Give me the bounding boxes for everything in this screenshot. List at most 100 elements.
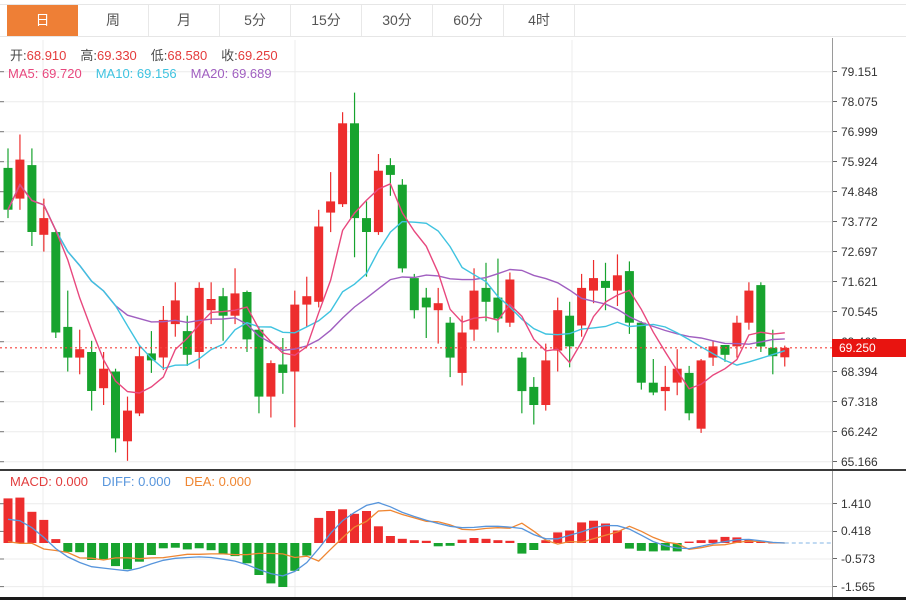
- axis-tick: [832, 281, 837, 283]
- macd-bar-positive: [553, 532, 563, 543]
- candle-down: [87, 352, 97, 391]
- macd-bar-positive: [350, 513, 359, 543]
- panel-separator: [0, 469, 906, 471]
- macd-bar-negative: [111, 543, 120, 567]
- candle-down: [601, 280, 610, 288]
- candle-up: [780, 347, 790, 358]
- price-axis-label: 72.697: [841, 244, 878, 259]
- macd-bar-positive: [373, 526, 383, 543]
- macd-bar-positive: [338, 509, 348, 543]
- tab-15min[interactable]: 15分: [291, 5, 362, 36]
- legend-item: 高:69.330: [80, 48, 137, 63]
- price-axis-label: 65.166: [841, 454, 878, 469]
- last-price-badge: 69.250: [832, 338, 906, 357]
- ma5-line: [7, 182, 785, 394]
- macd-bar-positive: [314, 517, 324, 543]
- macd-bar-negative: [99, 543, 109, 560]
- macd-bar-positive: [421, 540, 431, 543]
- axis-tick: [832, 161, 837, 163]
- price-axis-label: 67.318: [841, 394, 878, 409]
- axis-tick: [832, 191, 837, 193]
- macd-bar-positive: [457, 539, 467, 543]
- candlestick-chart[interactable]: [0, 38, 832, 470]
- tab-60min[interactable]: 60分: [433, 5, 504, 36]
- macd-axis-label: 0.418: [841, 524, 872, 539]
- macd-bar-negative: [123, 543, 132, 570]
- candle-down: [385, 165, 395, 175]
- macd-bar-positive: [326, 511, 336, 543]
- axis-tick: [832, 558, 837, 560]
- macd-bar-negative: [624, 543, 634, 549]
- macd-bar-positive: [612, 530, 622, 543]
- macd-bar-positive: [39, 519, 49, 543]
- axis-tick: [832, 371, 837, 373]
- candle-down: [350, 123, 359, 219]
- diff-line: [7, 501, 785, 577]
- candle-up: [326, 201, 336, 213]
- macd-bar-negative: [266, 543, 276, 584]
- tab-month[interactable]: 月: [149, 5, 220, 36]
- price-axis-label: 71.621: [841, 274, 878, 289]
- macd-axis-label: -1.565: [841, 579, 876, 594]
- candle-down: [3, 167, 13, 210]
- tab-4hour[interactable]: 4时: [504, 5, 575, 36]
- candle-down: [756, 285, 766, 347]
- candle-down: [409, 278, 419, 311]
- candle-up: [290, 304, 300, 372]
- tab-5min[interactable]: 5分: [220, 5, 291, 36]
- macd-bar-negative: [218, 543, 228, 554]
- candle-up: [708, 346, 718, 358]
- axis-tick: [832, 251, 837, 253]
- timeframe-tabbar: 日周月 5分 15分 30分 60分 4时: [0, 4, 906, 37]
- macd-bar-positive: [708, 539, 718, 543]
- macd-bar-positive: [720, 536, 730, 543]
- axis-tick: [832, 461, 837, 463]
- candle-up: [302, 296, 312, 305]
- candle-down: [684, 372, 694, 414]
- macd-bar-negative: [146, 543, 156, 555]
- candle-down: [421, 297, 431, 308]
- macd-bar-negative: [278, 543, 288, 587]
- macd-chart[interactable]: [0, 470, 832, 598]
- macd-bar-negative: [648, 543, 658, 552]
- macd-bar-positive: [409, 540, 419, 543]
- chart-bottom-border: [0, 597, 906, 600]
- candle-down: [63, 326, 73, 358]
- tab-day[interactable]: 日: [7, 5, 78, 36]
- macd-bar-positive: [493, 540, 503, 543]
- tab-30min[interactable]: 30分: [362, 5, 433, 36]
- candle-up: [123, 410, 132, 442]
- candle-down: [445, 322, 455, 358]
- candle-up: [230, 293, 240, 316]
- candle-down: [636, 322, 646, 383]
- price-axis-label: 66.242: [841, 424, 878, 439]
- candle-down: [278, 364, 288, 373]
- ma20-line: [7, 183, 785, 352]
- candle-up: [541, 360, 551, 405]
- macd-bar-positive: [684, 541, 694, 543]
- macd-bar-positive: [3, 498, 13, 543]
- candle-up: [99, 368, 109, 389]
- macd-bar-negative: [302, 543, 312, 556]
- candle-up: [206, 299, 216, 311]
- price-axis-label: 76.999: [841, 124, 878, 139]
- axis-tick: [832, 71, 837, 73]
- candle-up: [338, 123, 348, 205]
- candle-up: [589, 278, 598, 291]
- axis-tick: [832, 431, 837, 433]
- candle-down: [51, 232, 61, 333]
- axis-tick: [832, 311, 837, 313]
- legend-item: 收:69.250: [221, 48, 278, 63]
- macd-bar-positive: [541, 540, 551, 543]
- price-axis-label: 75.924: [841, 154, 878, 169]
- macd-bar-positive: [696, 540, 706, 543]
- legend-item: DEA: 0.000: [184, 474, 252, 489]
- tab-week[interactable]: 周: [78, 5, 149, 36]
- macd-bar-negative: [194, 543, 204, 549]
- candle-up: [612, 275, 622, 291]
- price-axis-label: 79.151: [841, 64, 878, 79]
- legend-item: 开:68.910: [10, 48, 67, 63]
- candle-down: [517, 357, 527, 392]
- macd-bar-positive: [51, 539, 61, 543]
- candle-down: [720, 345, 730, 355]
